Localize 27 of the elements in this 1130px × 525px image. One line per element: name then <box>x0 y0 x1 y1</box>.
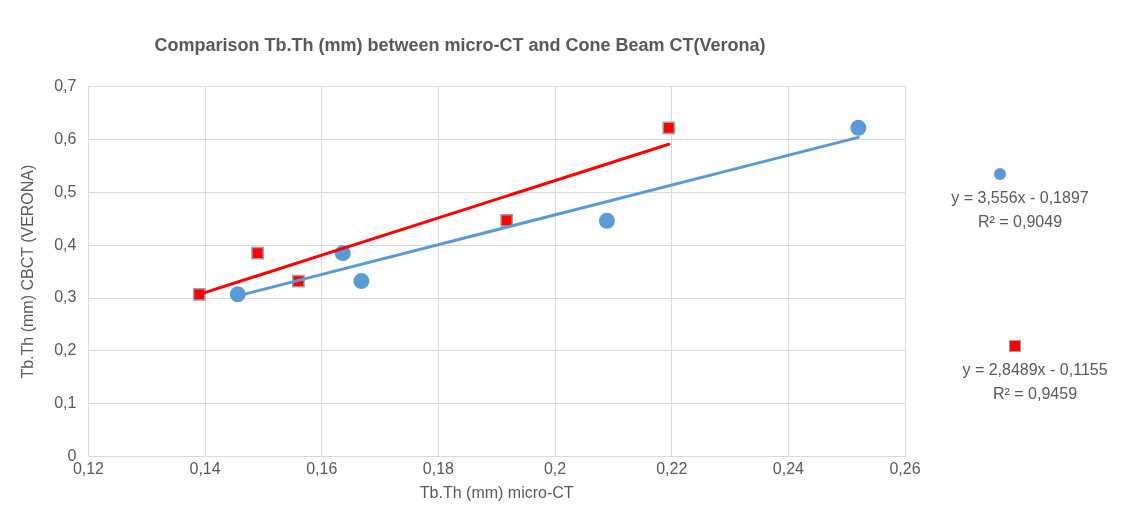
text: R² = 0,9459 <box>992 385 1078 403</box>
text: y = 3,556x - 0,1897 <box>951 189 1089 207</box>
chart-title: Comparison Tb.Th (mm) between micro-CT and Cone Beam CT(Verona) <box>154 34 766 55</box>
x-tick-label: 0,14 <box>189 459 221 477</box>
point <box>662 121 676 135</box>
point <box>850 119 867 136</box>
x-tick-label: 0,16 <box>306 459 338 477</box>
x-tick-label: 0,18 <box>422 459 455 477</box>
y-tick-label: 0,6 <box>54 129 77 147</box>
y-axis-title: Tb.Th (mm) CBCT (VERONA) <box>19 164 37 379</box>
x-tick-label: 0,2 <box>543 459 567 477</box>
y-tick-label: 0,4 <box>54 235 77 253</box>
y-tick-label: 0,5 <box>54 182 77 200</box>
text: y = 2,8489x - 0,1155 <box>962 361 1108 379</box>
point <box>353 273 370 290</box>
y-tick-label: 0,1 <box>54 394 77 412</box>
x-tick-label: 0,22 <box>656 459 688 477</box>
text: R² = 0,9049 <box>977 213 1063 231</box>
x-tick-label: 0,24 <box>772 459 805 477</box>
point <box>500 213 514 227</box>
y-tick-label: 0,3 <box>54 288 77 306</box>
y-tick-label: 0,2 <box>54 341 77 359</box>
point <box>598 212 615 229</box>
point <box>251 246 264 260</box>
x-axis-title: Tb.Th (mm) micro-CT <box>419 483 574 501</box>
x-tick-label: 0,26 <box>889 459 921 477</box>
y-tick-label: 0,7 <box>54 77 77 95</box>
